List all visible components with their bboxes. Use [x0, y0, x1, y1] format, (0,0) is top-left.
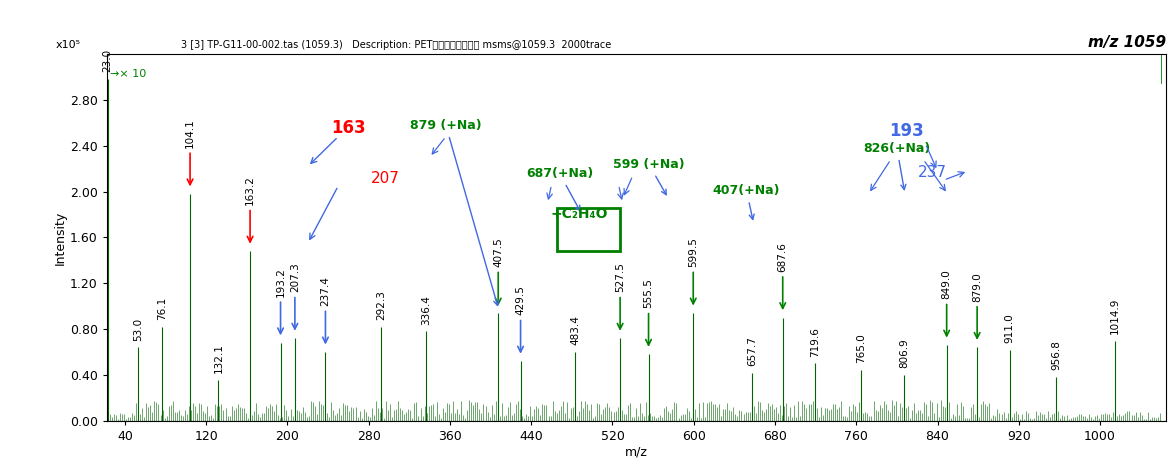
Text: 163.2: 163.2	[245, 175, 255, 205]
Text: 849.0: 849.0	[942, 269, 951, 299]
Text: 555.5: 555.5	[644, 279, 653, 308]
Text: 237: 237	[918, 165, 947, 180]
Text: 76.1: 76.1	[157, 297, 167, 320]
Text: 687(+Na): 687(+Na)	[526, 167, 594, 211]
Y-axis label: Intensity: Intensity	[54, 210, 67, 265]
Text: 429.5: 429.5	[516, 285, 526, 315]
Text: m/z 1059: m/z 1059	[1087, 36, 1166, 50]
Text: 657.7: 657.7	[747, 336, 758, 366]
Text: 765.0: 765.0	[856, 334, 867, 363]
Text: 687.6: 687.6	[778, 242, 788, 272]
Text: 207: 207	[371, 171, 400, 186]
Text: 527.5: 527.5	[615, 263, 625, 293]
Text: 407.5: 407.5	[493, 238, 503, 267]
Text: 911.0: 911.0	[1004, 313, 1015, 343]
Text: 292.3: 292.3	[377, 290, 386, 320]
Text: 193: 193	[889, 122, 924, 140]
Text: 104.1: 104.1	[185, 118, 195, 148]
Text: 132.1: 132.1	[213, 343, 224, 372]
Text: 483.4: 483.4	[570, 315, 581, 345]
Text: x10⁵: x10⁵	[56, 40, 81, 50]
Text: 956.8: 956.8	[1051, 341, 1062, 370]
Text: 53.0: 53.0	[134, 317, 143, 341]
Text: 826(+Na): 826(+Na)	[863, 142, 930, 190]
X-axis label: m/z: m/z	[625, 446, 647, 458]
Text: 599 (+Na): 599 (+Na)	[613, 158, 685, 195]
Text: 1014.9: 1014.9	[1110, 297, 1120, 333]
Text: 3 [3] TP-G11-00-002.tas (1059.3)   Description: PETオンプレート分解 msms@1059.3  2000tra: 3 [3] TP-G11-00-002.tas (1059.3) Descrip…	[181, 40, 611, 50]
Text: 207.3: 207.3	[290, 263, 300, 293]
Text: →× 10: →× 10	[110, 69, 145, 79]
Text: +C₂H₄O: +C₂H₄O	[550, 208, 608, 221]
Text: 193.2: 193.2	[276, 267, 285, 297]
Text: 237.4: 237.4	[320, 276, 331, 306]
Text: 336.4: 336.4	[421, 294, 430, 324]
Text: 23.0: 23.0	[103, 49, 113, 72]
Text: 719.6: 719.6	[811, 327, 820, 357]
Bar	[557, 208, 619, 251]
Text: 879.0: 879.0	[972, 272, 982, 302]
Text: 407(+Na): 407(+Na)	[713, 184, 780, 219]
Text: 879 (+Na): 879 (+Na)	[411, 119, 499, 305]
Text: 806.9: 806.9	[899, 338, 909, 368]
Text: 599.5: 599.5	[689, 238, 698, 267]
Text: 163: 163	[331, 119, 366, 137]
